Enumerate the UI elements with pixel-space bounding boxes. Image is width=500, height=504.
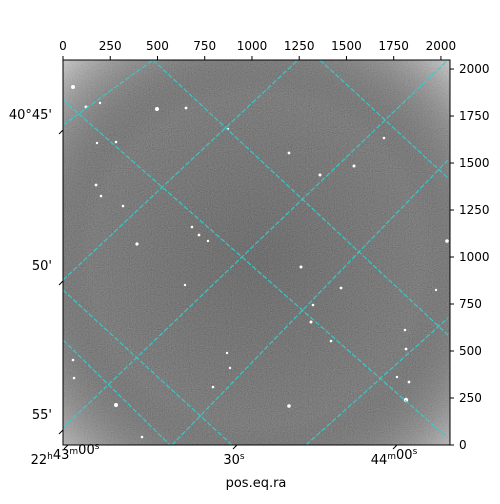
grid-line bbox=[305, 317, 449, 445]
dec-tick-label: 40°45' bbox=[9, 108, 52, 123]
ra-tick-label: 44m00s bbox=[371, 447, 418, 468]
x-axis-top: 0 250 500 750 1000 1250 1500 1750 2000 bbox=[59, 39, 456, 60]
y-tick-label: 1500 bbox=[459, 156, 490, 170]
dec-tick-mark bbox=[58, 129, 64, 135]
x-tick-label: 500 bbox=[146, 39, 169, 53]
y-tick-label: 250 bbox=[459, 391, 482, 405]
x-tick-label: 2000 bbox=[426, 39, 457, 53]
grid-line bbox=[63, 99, 449, 439]
x-tick-label: 1500 bbox=[331, 39, 362, 53]
star bbox=[114, 140, 118, 144]
star bbox=[206, 239, 210, 243]
grid-line bbox=[63, 60, 299, 281]
star bbox=[98, 101, 102, 105]
star bbox=[287, 151, 291, 155]
star bbox=[95, 141, 99, 145]
ra-tick-label: 22h43m00s bbox=[31, 442, 100, 468]
x-tick-label: 250 bbox=[99, 39, 122, 53]
star bbox=[71, 358, 75, 362]
star bbox=[309, 320, 313, 324]
star bbox=[99, 194, 103, 198]
y-tick-label: 500 bbox=[459, 344, 482, 358]
ra-tick-label: 30s bbox=[223, 452, 245, 468]
coordinate-grid bbox=[63, 60, 449, 445]
star bbox=[94, 183, 98, 187]
x-axis-label: pos.eq.ra bbox=[226, 476, 287, 491]
dec-tick-mark bbox=[58, 429, 64, 435]
ra-tick-mark bbox=[232, 444, 238, 450]
y-tick-label: 1000 bbox=[459, 250, 490, 264]
grid-line bbox=[63, 339, 171, 445]
star bbox=[311, 303, 315, 307]
star bbox=[382, 136, 386, 140]
noise-vignette bbox=[63, 60, 450, 445]
x-tick-label: 750 bbox=[193, 39, 216, 53]
star bbox=[183, 283, 187, 287]
star bbox=[190, 225, 194, 229]
grid-line bbox=[319, 60, 449, 179]
grid-line bbox=[63, 60, 449, 429]
grid-line bbox=[152, 60, 449, 336]
star bbox=[395, 375, 399, 379]
star bbox=[71, 85, 75, 89]
star bbox=[228, 366, 232, 370]
star bbox=[339, 286, 343, 290]
star bbox=[299, 265, 303, 269]
star bbox=[445, 239, 449, 243]
x-tick-label: 1250 bbox=[284, 39, 315, 53]
dec-tick-label: 50' bbox=[32, 259, 52, 274]
y-tick-label: 1750 bbox=[459, 109, 490, 123]
dec-axis-left: 40°45' 50' 55' bbox=[9, 108, 64, 435]
plot-frame bbox=[62, 59, 451, 446]
star bbox=[211, 385, 215, 389]
grid-line bbox=[171, 159, 449, 445]
star bbox=[184, 106, 188, 110]
y-tick-label: 750 bbox=[459, 297, 482, 311]
star bbox=[225, 351, 229, 355]
star bbox=[318, 173, 322, 177]
y-tick-label: 2000 bbox=[459, 62, 490, 76]
star bbox=[287, 404, 291, 408]
image-area bbox=[63, 60, 450, 445]
star bbox=[403, 328, 407, 332]
grid-line bbox=[63, 289, 233, 445]
ra-tick-mark bbox=[392, 444, 398, 450]
grid-line bbox=[63, 60, 154, 126]
dec-tick-label: 55' bbox=[32, 408, 52, 423]
star bbox=[135, 242, 139, 246]
x-tick-label: 1000 bbox=[237, 39, 268, 53]
y-tick-label: 1250 bbox=[459, 203, 490, 217]
star bbox=[197, 233, 201, 237]
ra-tick-mark bbox=[63, 444, 69, 450]
star bbox=[407, 380, 411, 384]
star bbox=[140, 435, 144, 439]
stars bbox=[71, 85, 449, 439]
star bbox=[329, 339, 333, 343]
star bbox=[404, 347, 408, 351]
x-tick-label: 1750 bbox=[378, 39, 409, 53]
star bbox=[121, 204, 125, 208]
star bbox=[114, 403, 118, 407]
star bbox=[434, 288, 438, 292]
star bbox=[352, 164, 356, 168]
y-axis-right: 0 250 500 750 1000 1250 1500 1750 2000 bbox=[450, 62, 490, 452]
y-tick-label: 0 bbox=[459, 438, 467, 452]
star bbox=[403, 397, 409, 403]
x-tick-label: 0 bbox=[59, 39, 67, 53]
star bbox=[72, 376, 76, 380]
ra-axis-bottom: 22h43m00s 30s 44m00s bbox=[31, 442, 418, 468]
dec-tick-mark bbox=[58, 280, 64, 286]
star bbox=[155, 107, 159, 111]
